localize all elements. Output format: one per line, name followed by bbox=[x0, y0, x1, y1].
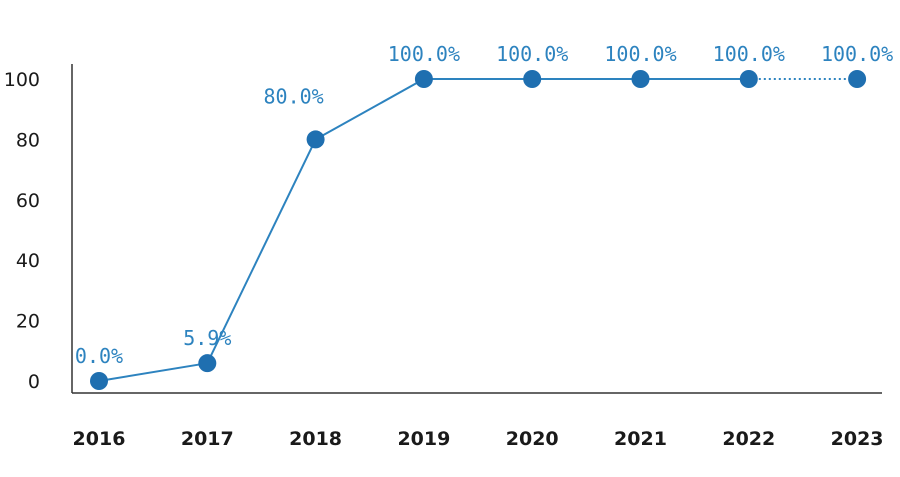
x-tick-label: 2020 bbox=[506, 428, 559, 450]
data-point-marker bbox=[90, 372, 108, 390]
x-tick-label: 2018 bbox=[289, 428, 342, 450]
y-tick-labels: 0 20 40 60 80 100 bbox=[4, 69, 40, 393]
data-label: 100.0% bbox=[604, 42, 676, 66]
x-tick-label: 2017 bbox=[181, 428, 234, 450]
series-line-segment bbox=[315, 78, 425, 141]
y-tick-label: 0 bbox=[28, 371, 40, 393]
data-point-marker bbox=[306, 130, 325, 149]
y-tick-label: 80 bbox=[16, 129, 40, 151]
x-tick-label: 2019 bbox=[397, 428, 450, 450]
x-tick-label: 2021 bbox=[614, 428, 667, 450]
data-label: 80.0% bbox=[263, 84, 323, 108]
data-point-marker bbox=[739, 70, 758, 88]
y-tick-label: 60 bbox=[16, 190, 40, 212]
data-label: 100.0% bbox=[821, 42, 893, 66]
data-point-marker bbox=[414, 70, 433, 88]
y-tick-label: 100 bbox=[4, 69, 40, 91]
x-tick-labels: 2016 2017 2018 2019 2020 2021 2022 2023 bbox=[73, 428, 884, 450]
x-tick-label: 2016 bbox=[73, 428, 126, 450]
data-label: 100.0% bbox=[388, 42, 460, 66]
y-tick-label: 40 bbox=[16, 250, 40, 272]
data-labels: 0.0% 5.9% 80.0% 100.0% 100.0% 100.0% 100.0% 100… bbox=[75, 42, 893, 368]
x-tick-label: 2023 bbox=[831, 428, 884, 450]
data-point-marker bbox=[848, 70, 867, 88]
data-label: 0.0% bbox=[75, 344, 123, 368]
data-label: 5.9% bbox=[183, 326, 231, 350]
data-point-marker bbox=[523, 70, 542, 88]
data-point-marker bbox=[631, 70, 650, 88]
data-point-marker bbox=[198, 354, 217, 373]
series-markers bbox=[90, 70, 867, 390]
data-label: 100.0% bbox=[496, 42, 568, 66]
x-tick-label: 2022 bbox=[722, 428, 775, 450]
y-tick-label: 20 bbox=[16, 311, 40, 333]
series-line-segment bbox=[206, 138, 317, 364]
series-line-segment bbox=[98, 362, 208, 382]
data-label: 100.0% bbox=[713, 42, 785, 66]
series-lines bbox=[98, 78, 858, 382]
